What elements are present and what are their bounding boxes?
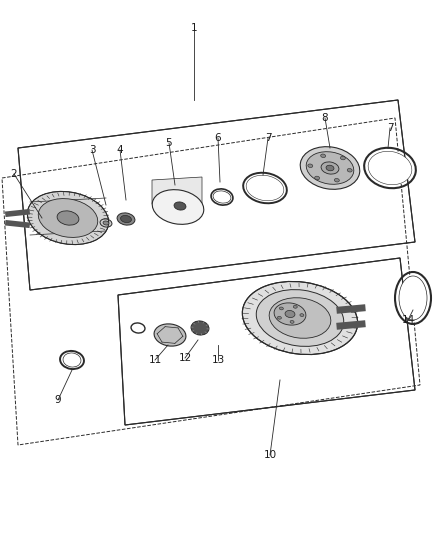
Text: 4: 4 — [117, 145, 124, 155]
Text: 7: 7 — [265, 133, 271, 143]
Ellipse shape — [326, 165, 334, 171]
Text: 9: 9 — [55, 395, 61, 405]
Ellipse shape — [368, 151, 412, 185]
Ellipse shape — [213, 191, 231, 203]
Text: 10: 10 — [263, 450, 276, 460]
Ellipse shape — [63, 353, 81, 367]
Ellipse shape — [103, 221, 109, 225]
Ellipse shape — [246, 175, 284, 201]
Ellipse shape — [285, 310, 295, 318]
Ellipse shape — [321, 154, 325, 158]
Text: 11: 11 — [148, 355, 162, 365]
Ellipse shape — [256, 289, 344, 346]
Ellipse shape — [277, 317, 281, 319]
Text: 1: 1 — [191, 23, 197, 33]
Ellipse shape — [308, 164, 313, 167]
Ellipse shape — [191, 321, 209, 335]
Polygon shape — [152, 177, 202, 207]
Text: 5: 5 — [166, 138, 172, 148]
Ellipse shape — [340, 156, 345, 160]
Ellipse shape — [279, 307, 283, 310]
Polygon shape — [118, 258, 415, 425]
Ellipse shape — [154, 324, 186, 346]
Ellipse shape — [274, 303, 306, 325]
Ellipse shape — [100, 219, 112, 227]
Ellipse shape — [269, 298, 331, 338]
Text: 12: 12 — [178, 353, 192, 363]
Ellipse shape — [334, 179, 339, 182]
Text: 14: 14 — [401, 315, 415, 325]
Polygon shape — [18, 100, 415, 290]
Ellipse shape — [300, 314, 304, 317]
Ellipse shape — [242, 281, 358, 354]
Text: 8: 8 — [321, 113, 328, 123]
Ellipse shape — [152, 190, 204, 224]
Ellipse shape — [300, 147, 360, 189]
Text: 7: 7 — [387, 123, 393, 133]
Ellipse shape — [347, 168, 352, 172]
Ellipse shape — [174, 202, 186, 210]
Ellipse shape — [293, 305, 297, 308]
Ellipse shape — [120, 215, 131, 223]
Text: 6: 6 — [215, 133, 221, 143]
Ellipse shape — [38, 199, 98, 237]
Ellipse shape — [117, 213, 135, 225]
Ellipse shape — [399, 276, 427, 320]
Text: 2: 2 — [11, 169, 18, 179]
Ellipse shape — [57, 211, 79, 225]
Text: 13: 13 — [212, 355, 225, 365]
Ellipse shape — [321, 162, 339, 174]
Ellipse shape — [27, 191, 109, 245]
Text: 3: 3 — [88, 145, 95, 155]
Ellipse shape — [314, 176, 320, 180]
Ellipse shape — [290, 320, 294, 324]
Ellipse shape — [306, 152, 354, 184]
